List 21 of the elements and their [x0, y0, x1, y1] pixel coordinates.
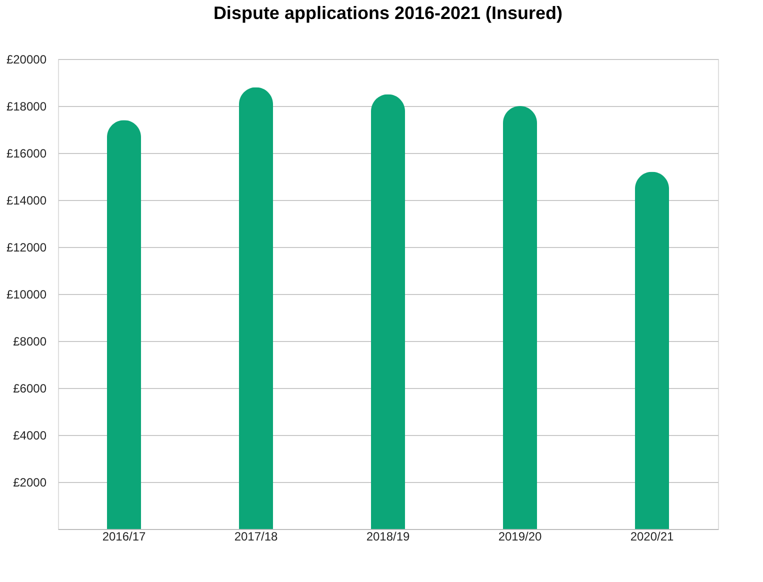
y-tick-label: £10000 [6, 288, 47, 302]
y-tick-label: £20000 [6, 52, 47, 66]
bar [371, 94, 405, 529]
bar [107, 120, 141, 529]
y-tick-label: £16000 [6, 146, 47, 160]
y-tick-label: £2000 [13, 476, 47, 490]
x-tick-label: 2020/21 [630, 530, 674, 544]
y-tick-label: £6000 [13, 382, 47, 396]
y-tick-label: £8000 [13, 334, 47, 348]
y-tick-label: £14000 [6, 194, 47, 208]
x-tick-label: 2017/18 [234, 530, 278, 544]
bar [635, 172, 669, 529]
y-tick-label: £4000 [13, 428, 47, 442]
x-tick-label: 2019/20 [498, 530, 542, 544]
bar [239, 87, 273, 529]
chart-title: Dispute applications 2016-2021 (Insured) [213, 3, 563, 23]
x-tick-label: 2018/19 [366, 530, 410, 544]
y-tick-label: £18000 [6, 100, 47, 114]
y-tick-label: £12000 [6, 240, 47, 254]
x-tick-label: 2016/17 [102, 530, 146, 544]
bar [503, 106, 537, 529]
